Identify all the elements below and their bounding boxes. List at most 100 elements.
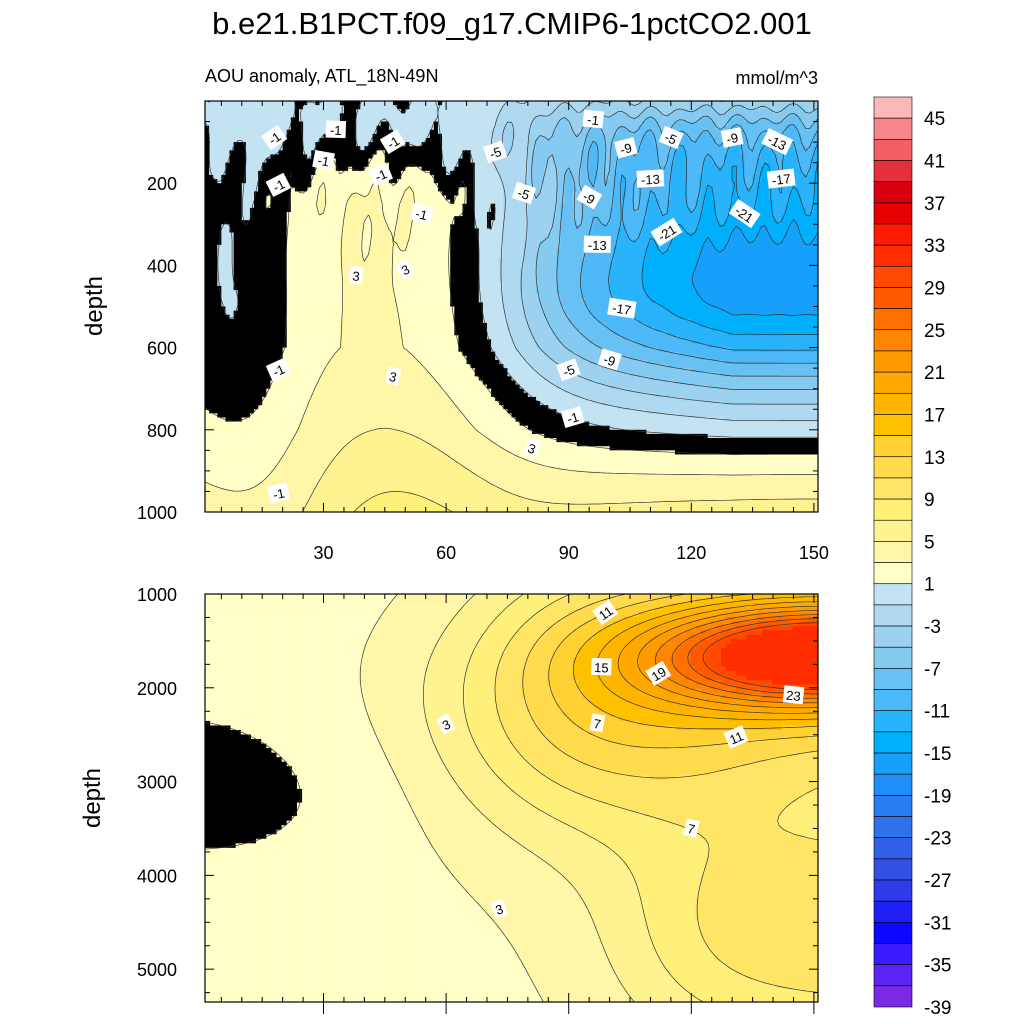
colorbar-box [873, 96, 913, 119]
contour-label-box [613, 137, 638, 159]
contour-label: 23 [782, 685, 805, 705]
contour-label-box [522, 437, 542, 459]
colorbar-box [873, 668, 913, 690]
contour-label-text: 19 [649, 664, 669, 684]
figure-title: b.e21.B1PCT.f09_g17.CMIP6-1pctCO2.001 [212, 6, 812, 41]
contour-label-box [683, 818, 700, 838]
contour-label-box [583, 235, 611, 254]
upper-axis-ticks [205, 100, 818, 513]
contour-label: -9 [720, 127, 744, 148]
contour-label-box [591, 657, 612, 676]
contour-label: -1 [379, 129, 406, 155]
contour-label-box [395, 258, 415, 280]
contour-label-text: 11 [727, 728, 745, 747]
lower-plot-frame [204, 593, 819, 1003]
contour-label-text: -1 [270, 361, 287, 379]
contour-label: -5 [556, 358, 581, 382]
contour-label-box [645, 660, 672, 686]
colorbar-box [873, 773, 913, 796]
contour-label-text: -1 [271, 485, 285, 502]
colorbar: 45 41 37 33 29 25 21 17 13 9 5 1 -3 -7 -11 -15 -19 -23 -27… [873, 96, 951, 1019]
contour-label-box [723, 725, 749, 749]
contour-label-box [379, 129, 406, 155]
colorbar-box [873, 964, 913, 987]
colorbar-box [873, 583, 913, 606]
contour-label: -5 [511, 181, 537, 205]
colorbar-box [873, 117, 913, 140]
contour-label: -1 [312, 150, 335, 171]
colorbar-box [873, 604, 913, 627]
colorbar-box [873, 329, 913, 352]
contour-label-box [582, 109, 605, 129]
colorbar-label: 13 [924, 448, 945, 469]
contour-label: -9 [613, 137, 638, 159]
colorbar-box [873, 562, 913, 585]
contour-label: -1 [265, 172, 292, 197]
colorbar-label: 9 [924, 490, 935, 511]
contour-label-text: -5 [663, 129, 679, 147]
contour-label-text: -9 [602, 352, 617, 370]
colorbar-label: 29 [924, 279, 945, 300]
upper-y-axis-label: depth [81, 276, 108, 336]
contour-label-box [265, 357, 291, 382]
contour-label-text: -9 [725, 130, 739, 147]
lower-y-axis-label: depth [79, 768, 106, 828]
colorbar-box [873, 985, 913, 1008]
colorbar-box [873, 943, 913, 965]
contour-label: 3 [490, 898, 508, 919]
colorbar-box [873, 308, 913, 331]
colorbar-box [873, 435, 913, 458]
contour-label: -1 [265, 357, 291, 382]
contour-label-box [636, 169, 665, 188]
contour-label-text: -9 [619, 140, 634, 157]
contour-label-text: -13 [765, 132, 788, 154]
contour-label-box [720, 127, 744, 148]
contour-line-path [205, 594, 818, 1002]
contour-label-text: -1 [587, 112, 600, 128]
lower-axis-ticks [205, 593, 818, 1014]
colorbar-label: 41 [924, 152, 945, 173]
contour-label-text: -5 [487, 144, 503, 162]
contour-label-text: -1 [330, 123, 342, 138]
y-tick-label: 4000 [137, 866, 177, 886]
lower-contour-lines [205, 594, 818, 1002]
colorbar-box [873, 900, 913, 923]
contour-label-box [560, 406, 585, 428]
colorbar-label: 45 [924, 109, 945, 130]
contour-label: -17 [607, 297, 637, 319]
colorbar-label: 33 [924, 236, 945, 257]
contour-label-box [325, 120, 347, 139]
colorbar-box [873, 498, 913, 521]
contour-label-text: -13 [588, 238, 607, 253]
colorbar-label: -3 [924, 617, 941, 638]
y-tick-label: 2000 [137, 679, 177, 699]
colorbar-box [873, 181, 913, 204]
colorbar-label: -35 [924, 956, 951, 977]
contour-label: 15 [591, 657, 612, 676]
colorbar-box [873, 287, 913, 309]
y-tick-label: 400 [147, 256, 177, 276]
contour-label-box [261, 124, 288, 151]
contour-label: -1 [409, 202, 434, 225]
contour-label-box [384, 366, 402, 386]
colorbar-box [873, 795, 913, 817]
colorbar-box [873, 139, 913, 161]
colorbar-box [873, 752, 913, 775]
colorbar-label: -15 [924, 744, 951, 765]
colorbar-label: -39 [924, 998, 951, 1019]
contour-label-box [597, 348, 622, 371]
colorbar-label: 17 [924, 405, 945, 426]
contour-label-text: 23 [785, 688, 801, 704]
colorbar-box [873, 646, 913, 669]
upper-panel: AOU anomaly, ATL_18N-49N mmol/m^3 30 60 90… [81, 66, 829, 563]
contour-label: -13 [761, 128, 794, 156]
contour-label-box [589, 713, 606, 733]
colorbar-label: -11 [924, 702, 950, 723]
contour-label-text: 3 [388, 369, 398, 385]
contour-label: -5 [482, 140, 508, 164]
contour-label-text: -17 [771, 171, 791, 188]
contour-label-box [728, 198, 761, 229]
colorbar-box [873, 689, 913, 712]
x-tick-label: 120 [676, 543, 706, 563]
contour-label-text: 7 [592, 716, 602, 732]
